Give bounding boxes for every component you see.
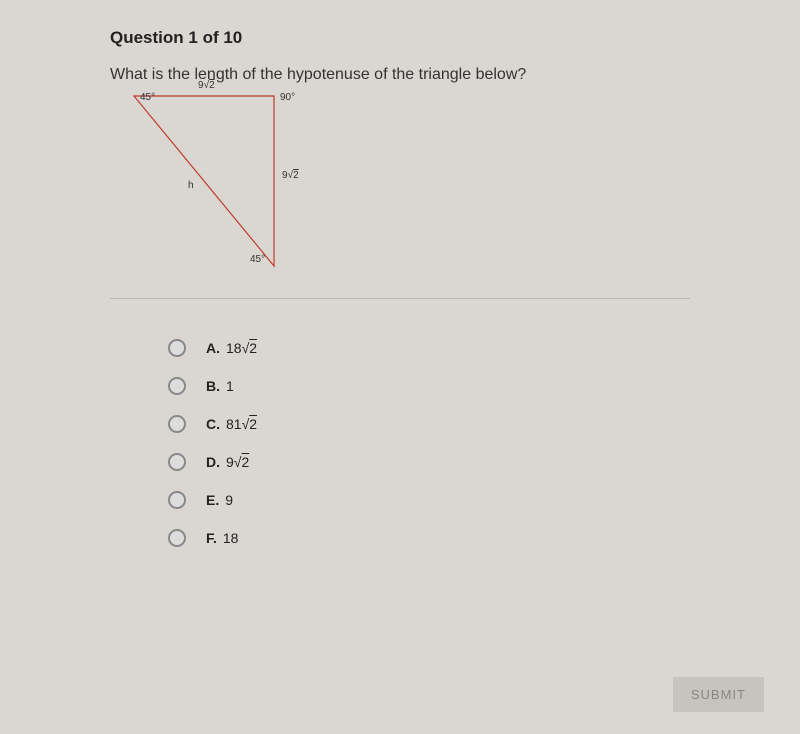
- choice-letter: B.: [206, 378, 220, 394]
- choice-letter: C.: [206, 416, 220, 432]
- choice-c[interactable]: C. 812: [168, 415, 690, 433]
- radio-d[interactable]: [168, 453, 186, 471]
- angle-top-right: 90°: [280, 92, 295, 103]
- angle-top-left: 45°: [140, 92, 155, 103]
- triangle-shape: [134, 96, 274, 266]
- triangle-figure: 45° 90° 45° 92 92 h: [114, 86, 374, 286]
- choice-text: 18: [223, 530, 239, 546]
- choice-letter: F.: [206, 530, 217, 546]
- side-right-label: 92: [282, 170, 299, 181]
- choice-b[interactable]: B. 1: [168, 377, 690, 395]
- choice-letter: E.: [206, 492, 219, 508]
- choice-text: 812: [226, 416, 257, 432]
- radio-e[interactable]: [168, 491, 186, 509]
- choice-text: 182: [226, 340, 257, 356]
- answer-choices: A. 182 B. 1 C. 812 D. 92 E. 9 F. 18: [168, 339, 690, 547]
- choice-text: 92: [226, 454, 249, 470]
- choice-e[interactable]: E. 9: [168, 491, 690, 509]
- submit-button[interactable]: SUBMIT: [673, 677, 764, 712]
- choice-text: 1: [226, 378, 234, 394]
- question-header: Question 1 of 10: [110, 28, 690, 48]
- radio-a[interactable]: [168, 339, 186, 357]
- radio-f[interactable]: [168, 529, 186, 547]
- choice-d[interactable]: D. 92: [168, 453, 690, 471]
- divider: [110, 298, 690, 299]
- angle-bottom: 45°: [250, 254, 265, 265]
- question-prompt: What is the length of the hypotenuse of …: [110, 66, 690, 84]
- choice-text: 9: [225, 492, 233, 508]
- choice-f[interactable]: F. 18: [168, 529, 690, 547]
- radio-b[interactable]: [168, 377, 186, 395]
- side-top-label: 92: [198, 80, 215, 91]
- hypotenuse-label: h: [188, 180, 194, 191]
- triangle-svg: [114, 86, 374, 286]
- choice-a[interactable]: A. 182: [168, 339, 690, 357]
- choice-letter: D.: [206, 454, 220, 470]
- radio-c[interactable]: [168, 415, 186, 433]
- choice-letter: A.: [206, 340, 220, 356]
